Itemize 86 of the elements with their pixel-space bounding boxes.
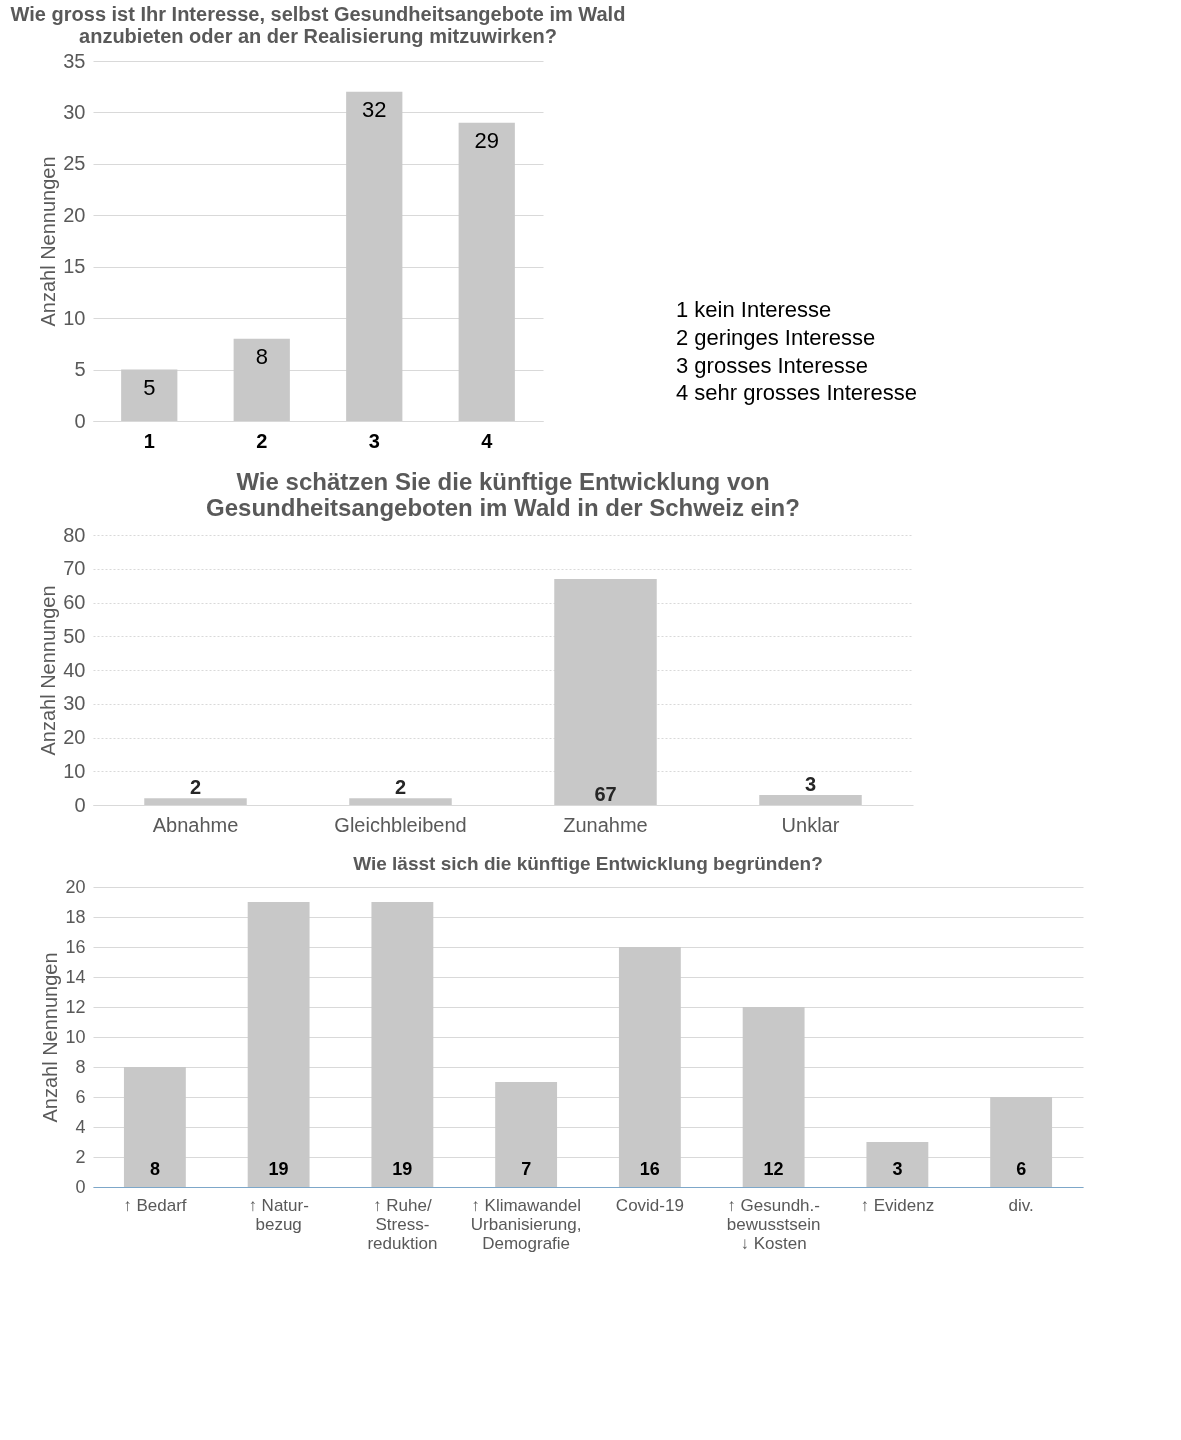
x-tick-label: div.	[1008, 1195, 1034, 1215]
bar	[121, 369, 178, 421]
x-tick-label: 1	[143, 429, 155, 452]
y-tick-label: 16	[65, 936, 86, 957]
x-tick-label: Zunahme	[563, 813, 648, 836]
text: 4 sehr grosses Interesse	[676, 380, 917, 406]
x-tick-label: 2	[256, 429, 268, 452]
data-label: 2	[189, 776, 202, 799]
y-tick-label: 60	[63, 591, 86, 613]
data-label: 19	[392, 1159, 413, 1179]
y-tick-label: 70	[63, 557, 86, 580]
bar	[247, 902, 310, 1187]
bar	[554, 578, 657, 805]
data-label: 3	[892, 1159, 903, 1179]
data-label: 16	[639, 1159, 660, 1179]
data-label: 7	[521, 1159, 532, 1179]
y-tick-label: 20	[63, 203, 86, 226]
y-tick-label: 0	[74, 409, 86, 432]
data-label: 2	[394, 776, 407, 799]
y-tick-label: 30	[63, 692, 86, 715]
y-tick-label: 50	[63, 624, 86, 647]
data-label: 67	[594, 783, 617, 805]
y-axis-title: Anzahl Nennungen	[39, 952, 62, 1123]
data-label: 32	[362, 96, 387, 122]
y-tick-label: 10	[65, 1026, 86, 1047]
y-tick-label: 12	[65, 996, 86, 1017]
bar	[759, 794, 862, 805]
bar	[346, 91, 403, 421]
data-label: 8	[255, 343, 268, 369]
data-label: 29	[474, 127, 499, 153]
y-tick-label: 20	[65, 876, 86, 897]
text: 2 geringes Interesse	[676, 324, 876, 350]
bar	[233, 338, 290, 421]
y-tick-label: 40	[63, 658, 86, 681]
bar	[123, 1067, 186, 1187]
data-label: 6	[1016, 1159, 1027, 1179]
bar	[349, 798, 452, 805]
text: 3 grosses Interesse	[676, 352, 868, 378]
chart-title: Wie schätzen Sie die künftige Entwicklung von Gesundheitsangeboten im Wald in der Schweiz ein?	[206, 468, 800, 521]
y-tick-label: 80	[63, 523, 86, 546]
x-tick-label: ↑ Ruhe/ Stress- reduktion	[367, 1195, 438, 1253]
y-tick-label: 15	[63, 255, 86, 278]
y-tick-label: 18	[65, 906, 86, 927]
x-tick-label: ↑ Bedarf	[123, 1195, 187, 1215]
y-tick-label: 10	[63, 306, 86, 329]
y-tick-label: 0	[74, 793, 86, 816]
y-tick-label: 2	[75, 1146, 86, 1167]
x-tick-label: Abnahme	[152, 813, 239, 836]
x-tick-label: 3	[368, 429, 380, 452]
y-tick-label: 30	[63, 100, 86, 123]
x-tick-label: ↑ Natur- bezug	[248, 1195, 309, 1234]
y-tick-label: 0	[75, 1176, 86, 1197]
bar	[618, 947, 681, 1187]
y-axis-title: Anzahl Nennungen	[37, 585, 60, 756]
bar	[866, 1142, 929, 1187]
chart-title: Wie gross ist Ihr Interesse, selbst Gesundheitsangebote im Wald anzubieten oder an der Realisierung mitzuwirken?	[10, 3, 626, 47]
x-tick-label: ↑ Gesundh.- bewusstsein ↓ Kosten	[726, 1195, 821, 1253]
x-tick-label: Unklar	[781, 813, 840, 836]
y-tick-label: 5	[74, 358, 86, 381]
data-label: 19	[268, 1159, 289, 1179]
data-label: 3	[804, 772, 817, 795]
y-tick-label: 20	[63, 726, 86, 748]
x-tick-label: Gleichbleibend	[334, 813, 467, 836]
bar	[742, 1007, 805, 1187]
data-label: 5	[143, 374, 156, 400]
y-tick-label: 8	[75, 1056, 86, 1077]
text: 1 kein Interesse	[676, 297, 832, 323]
bar	[458, 122, 515, 421]
y-tick-label: 10	[63, 759, 86, 782]
bar	[495, 1082, 558, 1187]
chart-title: Wie lässt sich die künftige Entwicklung begründen?	[353, 853, 823, 874]
x-tick-label: ↑ Evidenz	[860, 1195, 935, 1215]
y-tick-label: 4	[75, 1116, 86, 1137]
y-axis-title: Anzahl Nennungen	[37, 156, 60, 327]
y-tick-label: 25	[63, 152, 86, 175]
y-tick-label: 35	[63, 49, 86, 72]
bar	[371, 902, 434, 1187]
y-tick-label: 6	[75, 1086, 86, 1107]
x-tick-label: ↑ Klimawandel Urbanisierung, Demografie	[470, 1195, 582, 1253]
bar	[990, 1097, 1053, 1187]
data-label: 12	[763, 1159, 784, 1179]
x-tick-label: 4	[481, 429, 494, 452]
y-tick-label: 14	[65, 966, 86, 987]
x-tick-label: Covid-19	[615, 1195, 684, 1215]
bar	[144, 798, 247, 805]
data-label: 8	[149, 1159, 160, 1179]
